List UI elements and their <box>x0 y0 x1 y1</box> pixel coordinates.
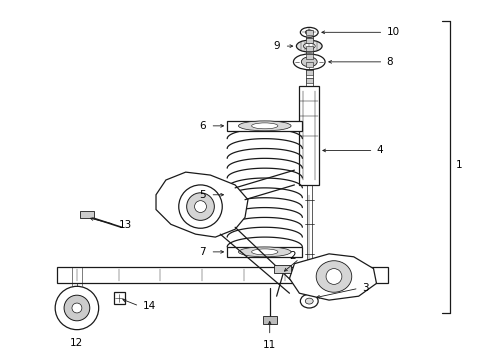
Ellipse shape <box>251 249 277 255</box>
FancyBboxPatch shape <box>305 78 312 82</box>
FancyBboxPatch shape <box>305 46 312 51</box>
FancyBboxPatch shape <box>262 316 276 324</box>
Text: 5: 5 <box>199 190 205 200</box>
Ellipse shape <box>325 269 341 284</box>
Polygon shape <box>289 254 376 300</box>
Text: 4: 4 <box>376 145 382 156</box>
Text: 11: 11 <box>263 339 276 350</box>
Text: 8: 8 <box>386 57 392 67</box>
Ellipse shape <box>64 295 90 321</box>
Text: 12: 12 <box>70 338 83 347</box>
FancyBboxPatch shape <box>305 38 312 43</box>
FancyBboxPatch shape <box>305 54 312 59</box>
Ellipse shape <box>179 185 222 228</box>
Text: 10: 10 <box>386 27 399 37</box>
Text: 1: 1 <box>455 160 461 170</box>
Text: 6: 6 <box>199 121 205 131</box>
FancyBboxPatch shape <box>305 30 312 35</box>
Ellipse shape <box>293 54 325 70</box>
FancyBboxPatch shape <box>227 247 302 257</box>
FancyBboxPatch shape <box>305 70 312 75</box>
Ellipse shape <box>186 193 214 220</box>
FancyBboxPatch shape <box>299 86 319 185</box>
Ellipse shape <box>300 294 318 308</box>
Ellipse shape <box>72 303 81 313</box>
Ellipse shape <box>305 30 313 35</box>
Ellipse shape <box>303 43 315 49</box>
FancyBboxPatch shape <box>273 265 291 273</box>
Ellipse shape <box>55 286 99 330</box>
Ellipse shape <box>238 121 290 131</box>
Ellipse shape <box>305 298 313 304</box>
Polygon shape <box>156 172 247 237</box>
Ellipse shape <box>296 40 322 52</box>
Ellipse shape <box>316 261 351 292</box>
Text: 13: 13 <box>118 220 131 230</box>
Ellipse shape <box>300 27 318 37</box>
Ellipse shape <box>194 201 206 212</box>
Ellipse shape <box>238 247 290 257</box>
Text: 14: 14 <box>143 301 156 311</box>
FancyBboxPatch shape <box>80 211 94 219</box>
FancyBboxPatch shape <box>305 62 312 67</box>
Polygon shape <box>57 267 387 283</box>
Text: 7: 7 <box>199 247 205 257</box>
FancyBboxPatch shape <box>113 292 125 304</box>
Ellipse shape <box>251 123 277 129</box>
Ellipse shape <box>301 57 317 67</box>
Text: 2: 2 <box>288 251 295 261</box>
Text: 9: 9 <box>272 41 279 51</box>
Text: 3: 3 <box>362 283 368 293</box>
FancyBboxPatch shape <box>227 121 302 131</box>
